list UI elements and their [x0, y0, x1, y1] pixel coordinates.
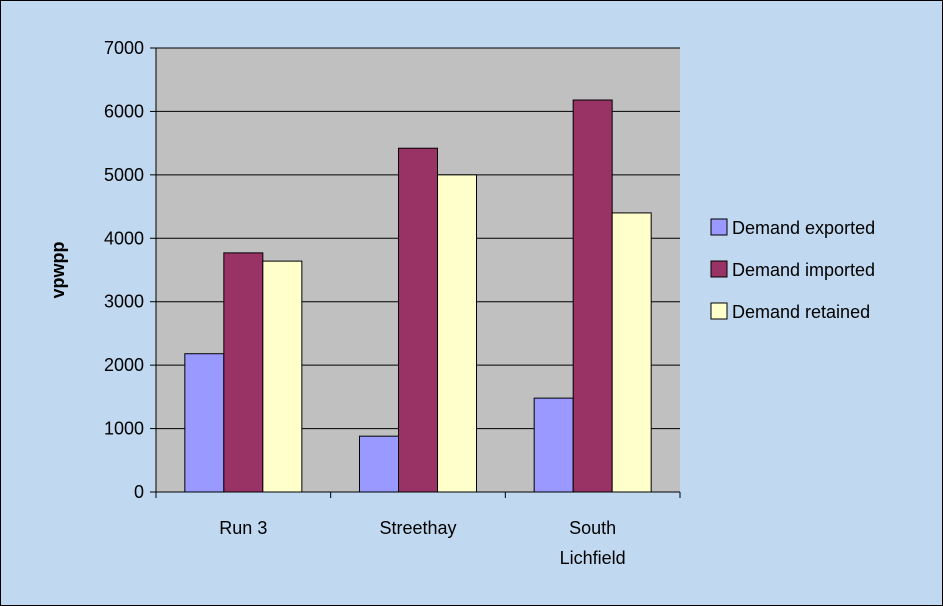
x-category-label: Streethay — [379, 518, 456, 538]
bar — [611, 212, 652, 493]
y-tick-label: 2000 — [104, 355, 144, 375]
x-category-label-line: Run 3 — [219, 518, 267, 538]
bar — [184, 353, 225, 493]
bar — [398, 147, 438, 493]
x-category-label: Run 3 — [219, 518, 267, 538]
legend-label: Demand imported — [732, 260, 875, 280]
x-category-label: South Lichfield — [560, 518, 626, 568]
legend-swatch — [710, 260, 728, 278]
bar — [223, 252, 264, 493]
y-tick-label: 4000 — [104, 228, 144, 248]
bar — [359, 435, 399, 493]
y-tick-label: 7000 — [104, 38, 144, 58]
bar — [437, 174, 477, 493]
bar — [533, 397, 574, 493]
y-tick-label: 6000 — [104, 101, 144, 121]
axes: 0 1000 2000 3000 4000 5000 6000 7000 Run 3 Street… — [104, 38, 681, 568]
legend: Demand exported Demand imported Demand ret… — [710, 218, 875, 322]
bar — [572, 99, 613, 493]
legend-swatch — [710, 218, 728, 236]
y-tick-label: 3000 — [104, 292, 144, 312]
y-tick-label: 5000 — [104, 165, 144, 185]
y-tick-label: 1000 — [104, 419, 144, 439]
legend-label: Demand exported — [732, 218, 875, 238]
y-tick-label: 0 — [134, 482, 144, 502]
x-category-label-line: Streethay — [379, 518, 456, 538]
x-category-label-line: South — [569, 518, 616, 538]
x-category-label-line: Lichfield — [560, 548, 626, 568]
legend-swatch — [710, 302, 728, 320]
bar — [262, 260, 303, 493]
y-axis-title: vpwpp — [48, 241, 68, 298]
legend-label: Demand retained — [732, 302, 870, 322]
